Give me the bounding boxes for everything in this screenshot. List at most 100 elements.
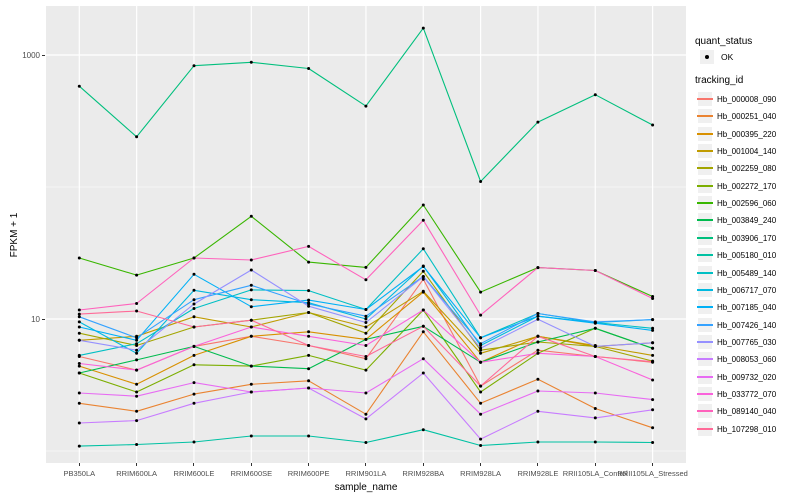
data-point [536, 314, 540, 318]
legend-item-label: Hb_009732_020 [717, 372, 777, 382]
legend-line-icon [697, 167, 713, 170]
legend-key-ok [700, 50, 714, 64]
data-point [479, 412, 483, 416]
data-point [364, 344, 368, 347]
data-point [651, 297, 655, 300]
data-point [536, 409, 540, 413]
data-point [536, 120, 540, 124]
data-point [192, 272, 196, 276]
chart-canvas [46, 6, 686, 463]
legend-item: Hb_007426_140 [697, 317, 798, 332]
data-point [77, 362, 81, 365]
data-point [479, 180, 483, 183]
data-point [249, 288, 253, 292]
legend-swatch [697, 404, 713, 419]
legend-item-label: Hb_002259_080 [717, 164, 777, 174]
data-point [192, 325, 196, 329]
legend-title-quant-status: quant_status [695, 36, 753, 47]
data-point [192, 381, 196, 385]
data-point [77, 84, 81, 88]
legend-item: Hb_003906_170 [697, 230, 798, 245]
legend-item-label: Hb_006717_070 [717, 285, 777, 295]
data-point [364, 314, 368, 318]
data-point [593, 326, 597, 330]
legend-item: Hb_005180_010 [697, 248, 798, 263]
data-point [249, 268, 253, 272]
data-point [651, 318, 655, 322]
legend-item-label: Hb_001004_140 [717, 147, 777, 157]
legend-line-icon [697, 98, 713, 100]
data-point [249, 318, 253, 322]
data-point [536, 377, 540, 381]
data-point [77, 444, 81, 448]
x-tick-label-RRIM901LA: RRIM901LA [345, 469, 387, 478]
data-point [192, 302, 196, 306]
y-tick-label-10: 10 [31, 315, 40, 324]
data-point [421, 289, 425, 293]
x-tick-label-RRIM928LA: RRIM928LA [460, 469, 502, 478]
data-point [192, 363, 196, 367]
x-tick-label-RRIM600SE: RRIM600SE [230, 469, 273, 478]
data-point [593, 440, 597, 444]
data-point [192, 298, 196, 302]
data-point [77, 371, 81, 375]
data-point [651, 346, 655, 350]
legend-label-ok: OK [721, 52, 734, 62]
data-point [192, 64, 196, 68]
data-point [364, 265, 368, 269]
x-tick-label-PB350LA: PB350LA [63, 469, 96, 478]
data-point [479, 342, 483, 346]
data-point [249, 283, 253, 287]
data-point [364, 441, 368, 444]
data-point [536, 351, 540, 355]
data-point [77, 325, 81, 329]
x-tick-mark [537, 463, 539, 466]
data-point [593, 407, 597, 410]
data-point [421, 308, 425, 312]
data-point [536, 348, 540, 352]
x-tick-mark [308, 463, 310, 466]
legend-item: Hb_001004_140 [697, 144, 798, 159]
data-point [651, 328, 655, 332]
x-tick-label-RRII105LA_Control: RRII105LA_Control [562, 469, 628, 478]
legend-line-icon [697, 410, 713, 413]
legend-swatch [697, 109, 713, 124]
x-tick-mark [480, 463, 482, 466]
legend-swatch [697, 265, 713, 280]
data-point [651, 398, 655, 402]
legend-swatch [697, 144, 713, 159]
x-tick-mark [136, 463, 138, 466]
data-point [77, 364, 81, 368]
legend-line-icon [697, 288, 713, 291]
legend-item-label: Hb_007426_140 [717, 320, 777, 330]
x-tick-label-RRIM928LE: RRIM928LE [517, 469, 559, 478]
point-marker-icon [705, 55, 709, 59]
legend-swatch [697, 317, 713, 332]
x-axis-title: sample_name [334, 482, 398, 493]
legend-swatch [697, 352, 713, 367]
legend-item-label: Hb_002596_060 [717, 199, 777, 209]
data-point [536, 266, 540, 270]
data-point [364, 368, 368, 372]
data-point [536, 317, 540, 321]
data-point [421, 247, 425, 251]
data-point [593, 391, 597, 395]
data-point [421, 357, 425, 361]
data-point [192, 392, 196, 396]
legend-item-label: Hb_033772_070 [717, 389, 777, 399]
legend-item-label: Hb_002272_170 [717, 181, 777, 191]
legend-line-icon [697, 340, 713, 343]
data-point [192, 315, 196, 319]
data-point [651, 441, 655, 444]
legend-item-label: Hb_000395_220 [717, 129, 777, 139]
data-point [593, 93, 597, 97]
x-tick-label-RRIM600LA: RRIM600LA [116, 469, 158, 478]
data-point [651, 426, 655, 430]
data-point [135, 394, 139, 398]
legend-swatch [697, 334, 713, 349]
legend-swatch [697, 421, 713, 436]
legend-line-icon [697, 358, 713, 361]
data-point [651, 408, 655, 412]
data-point [421, 371, 425, 375]
data-point [192, 353, 196, 357]
